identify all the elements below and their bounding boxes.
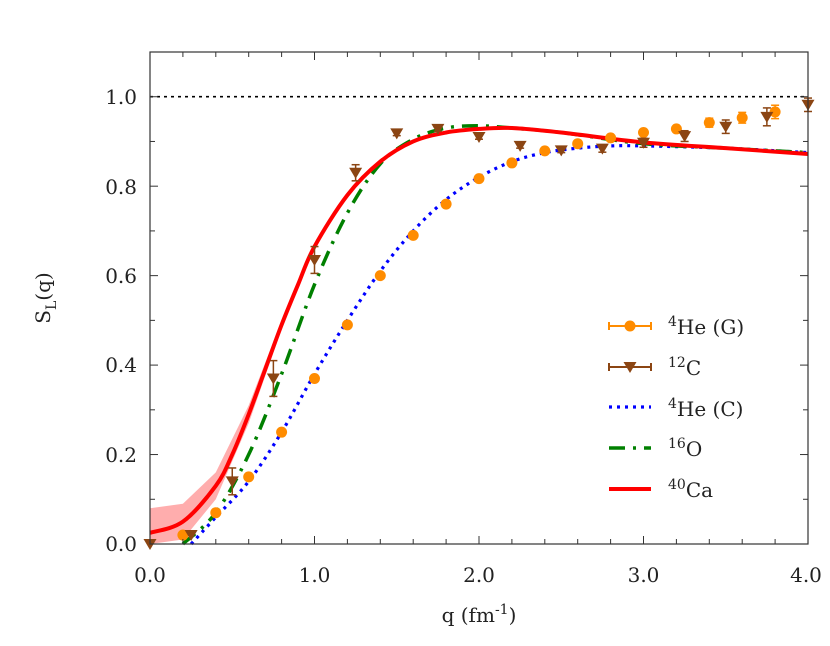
circle-marker xyxy=(309,373,320,385)
circle-marker xyxy=(703,117,715,129)
legend-label: 4He (C) xyxy=(668,396,743,421)
legend-entry-he-g: 4He (G) xyxy=(608,314,744,339)
y-tick-label: 0.0 xyxy=(105,532,137,556)
y-tick-label: 0.6 xyxy=(105,264,137,288)
legend-label: 4He (G) xyxy=(668,314,744,339)
data-points xyxy=(143,97,815,550)
legend-marker-triangle xyxy=(608,362,652,373)
legend: 4He (G) 12C 4He (C) 16O 40Ca xyxy=(608,314,744,502)
ca40-curve xyxy=(149,125,809,535)
triangle-down-marker xyxy=(472,131,486,143)
x-tick-label: 0.0 xyxy=(134,563,166,587)
legend-marker-circle xyxy=(608,320,652,332)
circle-marker xyxy=(736,112,748,124)
legend-entry-o16: 16O xyxy=(609,436,702,461)
ca40-uncertainty-band-layer xyxy=(150,320,282,544)
legend-entry-he-c: 4He (C) xyxy=(609,396,743,421)
circle-marker xyxy=(177,529,189,541)
circle-marker xyxy=(624,320,636,332)
x-tick-labels: 0.0 1.0 2.0 3.0 4.0 xyxy=(134,563,822,587)
y-tick-label: 0.4 xyxy=(105,353,137,377)
x-tick-label: 2.0 xyxy=(463,563,495,587)
triangle-down-marker xyxy=(637,137,650,149)
legend-entry-ca40: 40Ca xyxy=(609,477,713,502)
triangle-down-marker xyxy=(513,140,527,152)
triangle-down-marker xyxy=(595,143,609,155)
legend-label: 16O xyxy=(668,436,702,461)
x-tick-label: 3.0 xyxy=(628,563,660,587)
triangle-down-marker xyxy=(554,145,568,157)
heC-curve xyxy=(189,144,809,546)
x-axis-label: q (fm-1) xyxy=(442,602,517,627)
triangle-down-marker xyxy=(266,373,280,385)
triangle-down-marker xyxy=(719,121,733,133)
circle-marker xyxy=(210,507,222,519)
triangle-down-marker xyxy=(623,362,637,373)
x-tick-label: 1.0 xyxy=(299,563,331,587)
ca40-uncertainty-band xyxy=(150,320,282,544)
circle-marker xyxy=(506,157,518,169)
triangle-down-marker xyxy=(678,131,692,143)
circle-marker xyxy=(473,173,485,185)
y-tick-label: 0.8 xyxy=(105,175,137,199)
circle-marker xyxy=(769,106,781,118)
triangle-down-marker xyxy=(349,167,363,179)
circle-marker xyxy=(572,138,584,150)
circle-marker xyxy=(374,270,386,282)
triangle-down-marker xyxy=(184,530,198,542)
legend-label: 40Ca xyxy=(668,477,713,502)
legend-label: 12C xyxy=(668,355,701,380)
x-tick-label: 4.0 xyxy=(790,563,822,587)
circle-marker xyxy=(407,229,419,241)
y-tick-label: 1.0 xyxy=(105,85,137,109)
ticks xyxy=(149,51,809,545)
circle-marker xyxy=(605,132,617,144)
legend-entry-c12: 12C xyxy=(608,355,701,380)
y-tick-label: 0.2 xyxy=(105,443,137,467)
circle-marker xyxy=(539,145,551,157)
y-axis-label: SL(q) xyxy=(31,272,60,323)
triangle-down-marker xyxy=(225,476,239,488)
circle-marker xyxy=(341,319,353,331)
triangle-down-marker xyxy=(390,128,404,140)
triangle-down-marker xyxy=(308,254,321,266)
triangle-down-marker xyxy=(431,123,445,135)
y-tick-labels: 0.0 0.2 0.4 0.6 0.8 1.0 xyxy=(105,85,137,556)
circle-marker xyxy=(638,127,649,139)
triangle-down-marker xyxy=(760,111,774,123)
circle-marker xyxy=(276,426,288,438)
circle-marker xyxy=(440,198,452,210)
circle-marker xyxy=(243,471,255,483)
